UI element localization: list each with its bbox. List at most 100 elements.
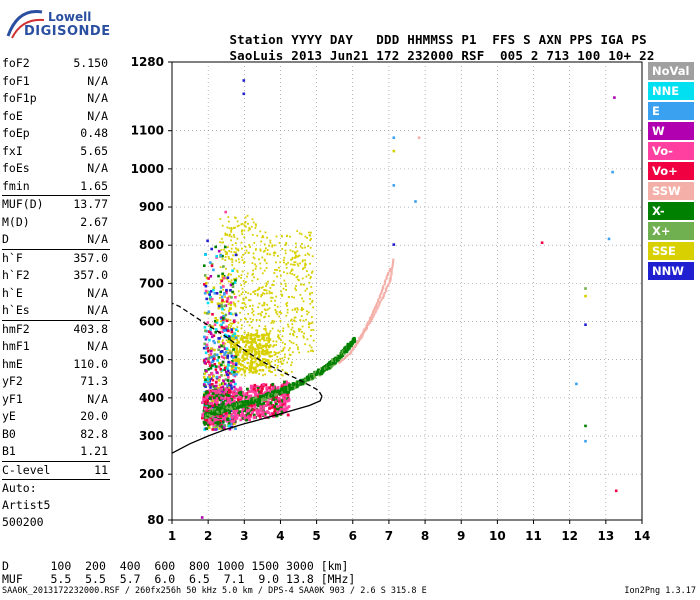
echo-f-layer [223, 397, 226, 401]
echo-f-layer [220, 387, 224, 391]
header-label: AXN [538, 32, 562, 47]
echo-spread-f [224, 378, 228, 381]
echo-ssw-trace [367, 323, 370, 326]
echo-spread-f [231, 356, 235, 359]
echo-sse [310, 329, 313, 331]
echo-sse [249, 362, 252, 365]
header-label: Station [229, 32, 284, 47]
echo-sse [254, 341, 258, 344]
echo-sse [262, 236, 265, 238]
echo-sse [248, 365, 251, 368]
echo-sse [261, 334, 265, 337]
echo-ssw-trace [385, 277, 388, 280]
echo-sse [247, 222, 249, 225]
echo-spread-f [208, 297, 212, 301]
echo-o-trace [237, 405, 241, 409]
echo-o-trace [276, 389, 280, 393]
echo-f-layer [204, 421, 208, 424]
param-row-hme: hmE 110.0 [0, 356, 112, 374]
header-value: 2013 [291, 48, 323, 63]
echo-spread-f [232, 373, 235, 377]
echo-sse [223, 308, 226, 311]
echo-sse [298, 351, 301, 354]
echo-sse [301, 309, 303, 312]
param-row-mufd: MUF(D) 13.77 [0, 196, 112, 214]
echo-sse [296, 263, 299, 265]
echo-f-layer [216, 420, 220, 424]
echo-sse [247, 251, 250, 254]
echo-sse [295, 276, 298, 279]
echo-f-layer [206, 421, 209, 424]
echo-sse [235, 338, 239, 341]
echo-sse [304, 343, 307, 346]
echo-sse [275, 295, 278, 298]
muf-value: 6.0 [154, 572, 176, 586]
echo-sse [248, 324, 251, 327]
echo-sse [252, 291, 255, 293]
echo-o-trace [322, 369, 326, 372]
echo-sse [262, 350, 265, 353]
echo-sse [251, 273, 254, 276]
x-tick-label: 7 [385, 529, 393, 543]
echo-sse [244, 252, 247, 254]
echo-sse [273, 272, 276, 274]
echo-ssw-trace [349, 350, 353, 353]
echo-sse [268, 338, 272, 341]
echo-sse [272, 345, 275, 348]
echo-sse [235, 344, 238, 347]
echo-sse [256, 294, 259, 297]
echo-sse [301, 259, 304, 262]
echo-spread-f [210, 300, 214, 304]
echo-o-trace [316, 372, 319, 375]
echo-f-layer [202, 398, 206, 401]
software-version: Ion2Png 1.3.17 [624, 586, 696, 596]
echo-ssw-trace [371, 317, 374, 320]
echo-o-trace [337, 358, 340, 362]
echo-spread-f [217, 379, 221, 382]
echo-sse [251, 262, 254, 264]
echo-f-layer [255, 412, 259, 415]
echo-spread-f [206, 301, 210, 305]
echo-f-layer [269, 401, 273, 405]
echo-sse [261, 236, 264, 239]
echo-sse [243, 224, 246, 227]
echo-spread-f [229, 301, 233, 304]
echo-spread-f [229, 361, 233, 364]
echo-spread-f [221, 254, 224, 258]
echo-sse [312, 329, 315, 331]
echo-sse [265, 344, 269, 347]
param-row-hmf2: hmF2 403.8 [0, 321, 112, 339]
echo-ssw-trace [388, 268, 392, 271]
echo-spread-f [217, 386, 220, 390]
echo-sse [236, 248, 239, 251]
echo-spread-f [215, 375, 219, 379]
echo-f-layer [285, 406, 289, 410]
echo-sse [276, 313, 279, 316]
echo-spread-f [212, 354, 216, 358]
echo-f-layer [285, 391, 289, 394]
echo-f-layer [213, 405, 217, 408]
echo-sse [219, 282, 222, 285]
echo-sse [291, 268, 293, 271]
legend-item-e: E [648, 102, 694, 120]
echo-sse [229, 322, 232, 325]
echo-sse [268, 362, 271, 365]
param-row-fof1p: foF1p N/A [0, 90, 112, 108]
echo-f-layer [259, 416, 262, 420]
echo-sse [263, 269, 266, 272]
echo-sse [232, 359, 235, 362]
echo-spread-f [212, 268, 215, 272]
echo-f-layer [208, 402, 212, 406]
echo-sse [229, 295, 231, 298]
echo-sse [246, 355, 249, 357]
echo-spread-f [225, 288, 228, 292]
legend-item-nnw: NNW [648, 262, 694, 280]
echo-spread-f [205, 291, 209, 294]
echo-f-layer [287, 390, 290, 394]
echo-f-layer [203, 398, 207, 401]
echo-sse [256, 346, 260, 349]
echo-sse [274, 252, 277, 254]
echo-sse [231, 313, 234, 316]
echo-spread-f [225, 325, 228, 329]
echo-o-trace [255, 400, 259, 404]
